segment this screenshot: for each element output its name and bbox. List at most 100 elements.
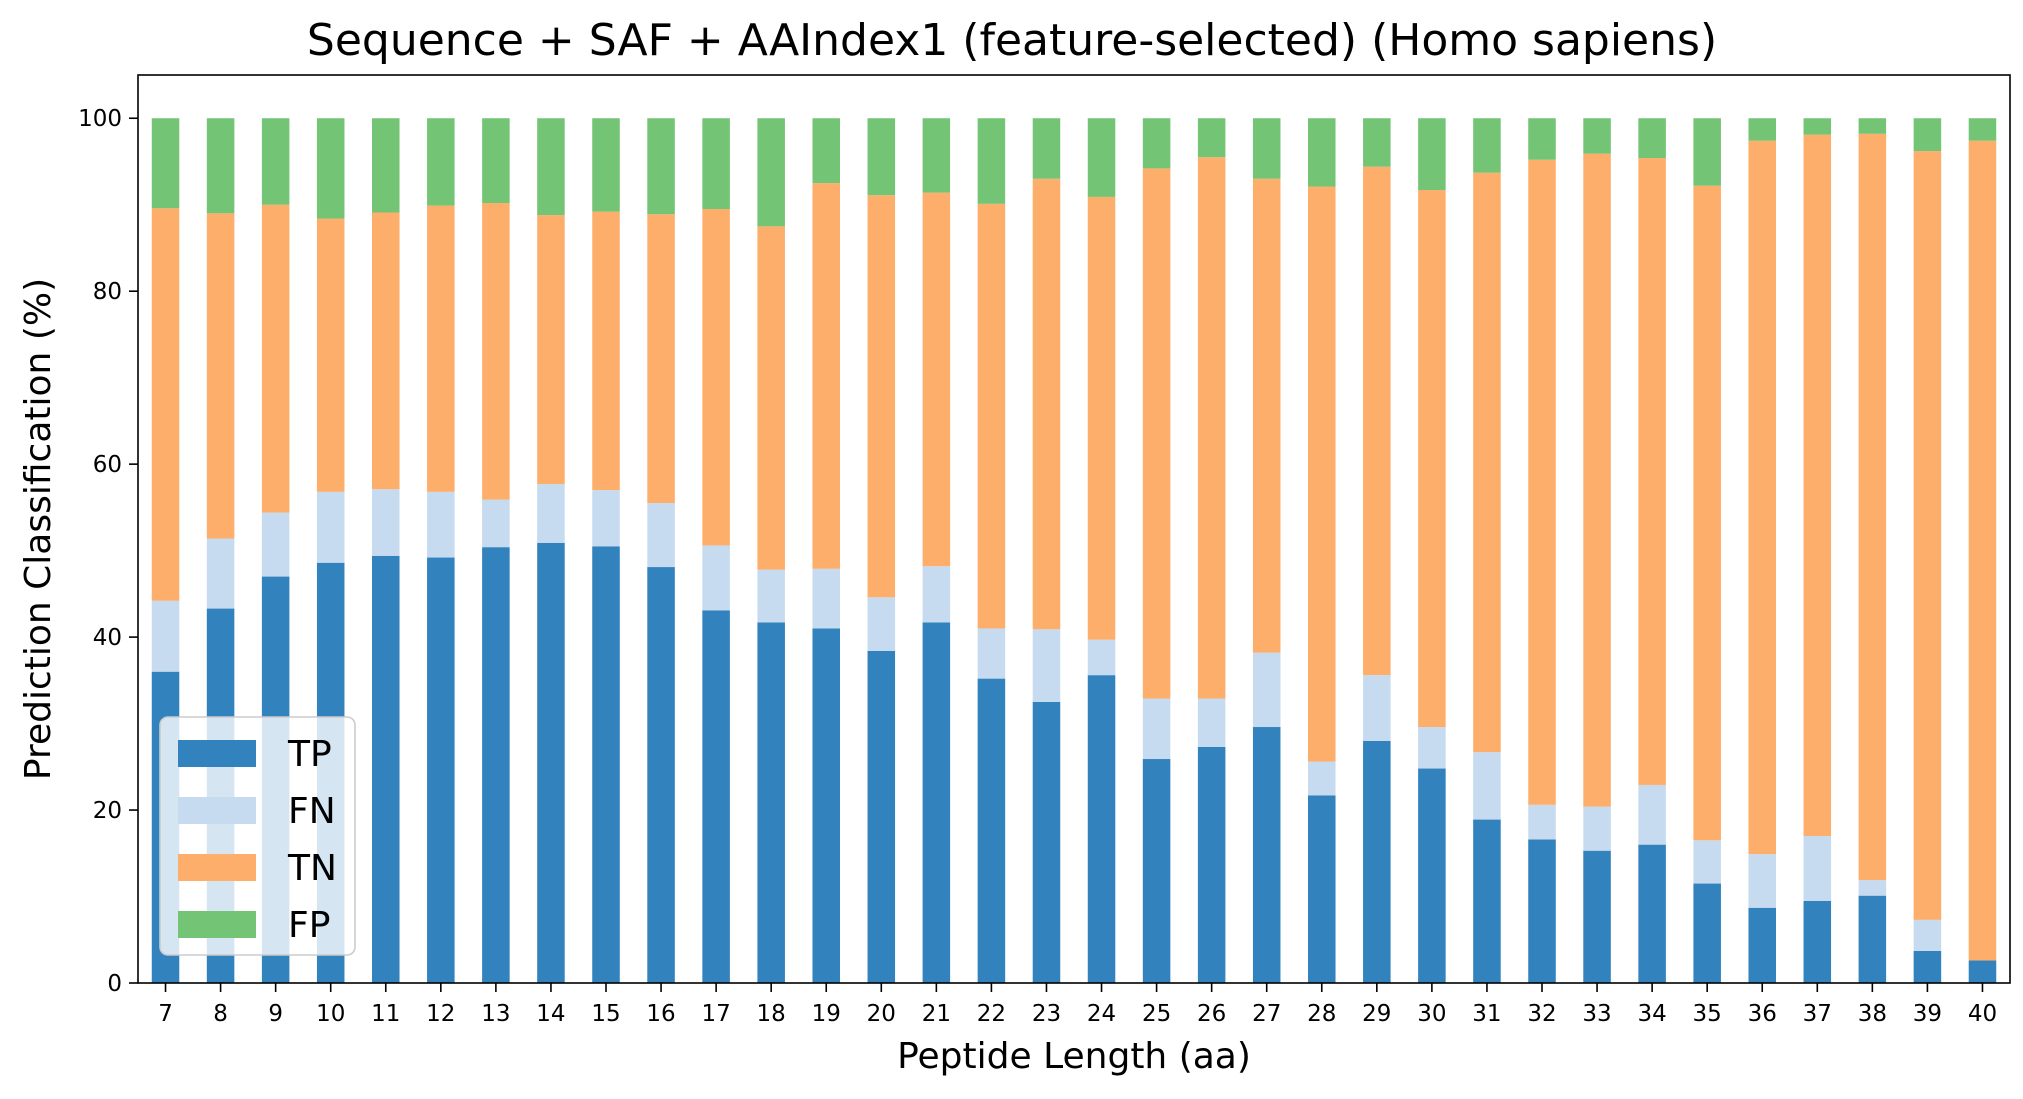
y-axis-ticks: 0 20 40 60 80 100 bbox=[78, 106, 138, 997]
x-tick-label: 11 bbox=[371, 1001, 400, 1027]
bar-tn-18 bbox=[757, 226, 785, 570]
x-tick-label: 13 bbox=[481, 1001, 510, 1027]
x-tick-label: 16 bbox=[646, 1001, 675, 1027]
x-tick-label: 34 bbox=[1637, 1001, 1666, 1027]
y-tick-label: 80 bbox=[93, 279, 122, 305]
x-tick-label: 8 bbox=[213, 1001, 228, 1027]
bar-fp-37 bbox=[1803, 118, 1832, 135]
bar-fp-7 bbox=[151, 118, 180, 209]
bar-fn-8 bbox=[206, 538, 235, 609]
bar-fp-33 bbox=[1583, 118, 1611, 154]
x-tick-label: 21 bbox=[922, 1001, 951, 1027]
bar-fn-37 bbox=[1803, 835, 1832, 901]
bar-fp-22 bbox=[977, 118, 1006, 204]
bar-tp-24 bbox=[1087, 675, 1116, 983]
x-tick-label: 22 bbox=[977, 1001, 1006, 1027]
bar-fn-29 bbox=[1363, 675, 1391, 741]
bar-tn-39 bbox=[1913, 151, 1942, 920]
bar-fn-21 bbox=[922, 566, 951, 623]
bar-fp-15 bbox=[592, 118, 620, 212]
bar-fn-34 bbox=[1638, 784, 1666, 845]
bar-tn-10 bbox=[316, 218, 345, 492]
bar-tn-32 bbox=[1528, 159, 1556, 805]
y-tick-label: 20 bbox=[93, 798, 122, 824]
bar-fp-27 bbox=[1252, 118, 1281, 179]
x-tick-label: 38 bbox=[1858, 1001, 1887, 1027]
bar-tp-29 bbox=[1363, 740, 1391, 983]
chart-title: Sequence + SAF + AAIndex1 (feature-selec… bbox=[307, 15, 1717, 66]
bar-tn-26 bbox=[1197, 157, 1226, 699]
bar-tp-19 bbox=[812, 628, 840, 983]
bar-fn-22 bbox=[977, 628, 1006, 679]
bar-fp-25 bbox=[1142, 118, 1171, 169]
bar-tn-37 bbox=[1803, 134, 1832, 836]
bar-fn-33 bbox=[1583, 806, 1611, 851]
bar-tn-7 bbox=[151, 208, 180, 601]
x-tick-label: 12 bbox=[426, 1001, 455, 1027]
bar-fp-39 bbox=[1913, 118, 1942, 152]
bar-tn-19 bbox=[812, 183, 840, 569]
x-tick-label: 40 bbox=[1968, 1001, 1997, 1027]
bar-fn-13 bbox=[482, 499, 510, 548]
bar-tp-11 bbox=[372, 555, 400, 983]
bar-tn-38 bbox=[1858, 133, 1887, 881]
bar-fn-11 bbox=[372, 489, 400, 556]
x-tick-label: 10 bbox=[316, 1001, 345, 1027]
bar-fp-13 bbox=[482, 118, 510, 203]
bar-tn-36 bbox=[1748, 140, 1776, 855]
x-tick-label: 29 bbox=[1362, 1001, 1391, 1027]
bar-fn-9 bbox=[261, 512, 290, 577]
legend-swatch-fp bbox=[178, 911, 256, 938]
bar-tn-11 bbox=[372, 212, 400, 490]
bar-tn-16 bbox=[647, 214, 675, 504]
legend-swatch-tn bbox=[178, 854, 256, 881]
bar-tn-8 bbox=[206, 213, 235, 539]
bar-fp-9 bbox=[261, 118, 290, 205]
bar-fp-28 bbox=[1308, 118, 1336, 187]
bar-fn-17 bbox=[702, 545, 730, 611]
y-tick-label: 40 bbox=[93, 625, 122, 651]
bar-fp-21 bbox=[922, 118, 951, 193]
bar-fp-31 bbox=[1473, 118, 1501, 173]
bar-fn-24 bbox=[1087, 639, 1116, 676]
bar-fn-35 bbox=[1693, 840, 1721, 884]
bar-fn-38 bbox=[1858, 880, 1887, 896]
legend: TP FN TN FP bbox=[159, 716, 356, 956]
bar-fn-28 bbox=[1308, 761, 1336, 796]
x-tick-label: 32 bbox=[1527, 1001, 1556, 1027]
x-tick-label: 27 bbox=[1252, 1001, 1281, 1027]
bar-fp-18 bbox=[757, 118, 785, 227]
bar-tn-24 bbox=[1087, 196, 1116, 640]
bar-fp-26 bbox=[1197, 118, 1226, 158]
bar-fn-30 bbox=[1418, 727, 1446, 769]
bar-tn-17 bbox=[702, 209, 730, 546]
bar-tp-12 bbox=[427, 557, 455, 983]
plot-frame bbox=[137, 74, 2011, 984]
bar-tn-40 bbox=[1968, 140, 1997, 961]
x-tick-label: 7 bbox=[158, 1001, 173, 1027]
bar-fp-30 bbox=[1418, 118, 1446, 191]
bar-fp-8 bbox=[206, 118, 235, 214]
bar-tp-14 bbox=[537, 542, 565, 983]
legend-label-tn: TN bbox=[287, 848, 337, 889]
bar-tp-15 bbox=[592, 546, 620, 983]
legend-swatch-fn bbox=[178, 797, 256, 824]
x-tick-label: 31 bbox=[1472, 1001, 1501, 1027]
bar-fn-25 bbox=[1142, 698, 1171, 760]
bar-tp-18 bbox=[757, 622, 785, 983]
bar-tn-31 bbox=[1473, 172, 1501, 753]
bar-fn-36 bbox=[1748, 854, 1776, 908]
bar-tn-23 bbox=[1032, 178, 1061, 630]
bar-tn-34 bbox=[1638, 158, 1666, 785]
bar-fn-12 bbox=[427, 491, 455, 558]
x-tick-label: 26 bbox=[1197, 1001, 1226, 1027]
x-tick-label: 25 bbox=[1142, 1001, 1171, 1027]
bar-tp-28 bbox=[1308, 795, 1336, 983]
bar-tn-15 bbox=[592, 211, 620, 491]
bar-fp-24 bbox=[1087, 118, 1116, 197]
x-tick-label: 36 bbox=[1748, 1001, 1777, 1027]
bar-tn-9 bbox=[261, 204, 290, 513]
x-tick-label: 18 bbox=[757, 1001, 786, 1027]
y-tick-label: 0 bbox=[107, 971, 122, 997]
